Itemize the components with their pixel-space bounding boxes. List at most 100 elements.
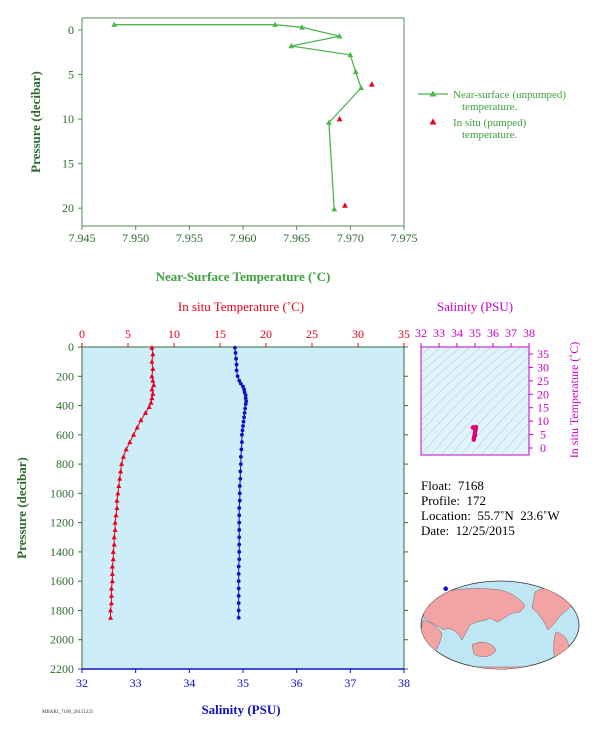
temperature-point bbox=[150, 351, 156, 357]
salinity-point bbox=[237, 378, 242, 383]
temperature-point bbox=[114, 505, 120, 510]
top-y-axis-label: Pressure (decibar) bbox=[28, 71, 43, 173]
temperature-point bbox=[110, 556, 116, 562]
ts-right-tick-label: 20 bbox=[537, 387, 549, 401]
insitu-pumped-point bbox=[368, 81, 375, 87]
profile-plot: 0200400600800100012001400160018002000220… bbox=[14, 299, 410, 717]
temperature-point bbox=[108, 600, 114, 606]
temperature-point bbox=[117, 475, 123, 481]
density-contour bbox=[500, 422, 529, 455]
temperature-point bbox=[110, 549, 116, 554]
salinity-point bbox=[237, 513, 242, 518]
profile-y-tick-label: 1200 bbox=[50, 516, 74, 530]
salinity-point bbox=[238, 469, 243, 474]
temperature-point bbox=[134, 424, 140, 430]
salinity-point bbox=[243, 402, 248, 406]
top-x-tick-label: 7.960 bbox=[230, 231, 257, 245]
density-contour bbox=[421, 347, 492, 411]
temperature-point bbox=[123, 446, 129, 452]
profile-y-tick-label: 0 bbox=[68, 340, 74, 354]
ts-point bbox=[472, 432, 478, 438]
ts-density-contours bbox=[421, 347, 529, 455]
profile-y-tick-label: 1400 bbox=[50, 545, 74, 559]
ts-right-tick-label: 35 bbox=[537, 347, 549, 361]
salinity-point bbox=[238, 462, 243, 466]
profile-top-tick-label: 20 bbox=[260, 327, 272, 341]
salinity-point bbox=[241, 384, 245, 389]
top-x-tick-label: 7.955 bbox=[176, 231, 203, 245]
ts-right-tick-label: 5 bbox=[540, 428, 546, 442]
density-contour bbox=[421, 347, 472, 392]
temperature-point bbox=[109, 571, 115, 576]
top-x-tick-label: 7.950 bbox=[122, 231, 149, 245]
near-surface-point bbox=[299, 24, 305, 30]
top-x-tick-label: 7.970 bbox=[337, 231, 364, 245]
salinity-point bbox=[234, 368, 239, 373]
temperature-point bbox=[112, 519, 118, 525]
legend-marker-near-surface bbox=[429, 90, 437, 97]
salinity-point bbox=[241, 424, 245, 428]
salinity-point bbox=[236, 615, 241, 620]
salinity-point bbox=[242, 410, 247, 415]
near-surface-point bbox=[111, 21, 118, 27]
salinity-point bbox=[243, 406, 248, 411]
near-surface-point bbox=[288, 42, 295, 49]
salinity-point bbox=[238, 454, 243, 459]
profile-y-tick-label: 200 bbox=[56, 369, 74, 383]
salinity-point bbox=[237, 498, 242, 503]
profile-top-tick-label: 10 bbox=[168, 327, 180, 341]
legend-label-near-surface-1: Near-surface (unpumped) bbox=[453, 89, 566, 101]
top-x-axis-label: Near-Surface Temperature (˚C) bbox=[156, 269, 331, 284]
temperature-point bbox=[142, 410, 148, 415]
salinity-point bbox=[239, 447, 244, 452]
near-surface-plot: 7.945 7.950 7.955 7.960 7.965 7.970 7.975 0 5 10… bbox=[28, 17, 418, 284]
top-y-ticks: 0 5 10 15 20 bbox=[62, 23, 82, 215]
ts-top-axis-label: Salinity (PSU) bbox=[437, 299, 513, 314]
legend-label-near-surface-2: temperature. bbox=[462, 101, 518, 113]
temperature-point bbox=[149, 358, 155, 364]
temperature-point bbox=[138, 417, 144, 423]
insitu-pumped-point bbox=[342, 202, 348, 208]
location: Location: 55.7˚N 23.6˚W bbox=[421, 508, 560, 523]
profile-plot-background bbox=[81, 346, 405, 670]
temperature-point bbox=[151, 382, 157, 388]
salinity-point bbox=[237, 520, 242, 525]
salinity-point bbox=[238, 476, 243, 481]
profile-number: Profile: 172 bbox=[421, 493, 486, 508]
profile-bottom-tick-label: 33 bbox=[130, 676, 142, 690]
land-australia bbox=[471, 642, 497, 657]
ts-top-tick-label: 35 bbox=[469, 326, 481, 340]
salinity-point bbox=[237, 506, 242, 510]
salinity-point bbox=[237, 491, 242, 496]
map-float-marker bbox=[443, 586, 449, 591]
profile-bottom-tick-label: 32 bbox=[76, 676, 88, 690]
profile-top-tick-label: 0 bbox=[79, 327, 85, 341]
profile-top-axis-label: In situ Temperature (˚C) bbox=[178, 299, 304, 314]
ts-right-axis-label: In situ Temperature (˚C) bbox=[567, 342, 581, 459]
ts-right-tick-label: 0 bbox=[540, 441, 546, 455]
date: Date: 12/25/2015 bbox=[421, 523, 515, 538]
top-y-tick-label: 20 bbox=[62, 201, 74, 215]
temperature-point bbox=[127, 439, 133, 445]
salinity-point bbox=[237, 542, 242, 547]
temperature-point bbox=[111, 541, 117, 547]
ts-right-tick-label: 30 bbox=[537, 360, 549, 374]
density-contour bbox=[440, 365, 529, 455]
salinity-point bbox=[242, 415, 246, 420]
profile-bottom-tick-label: 36 bbox=[291, 676, 303, 690]
temperature-point bbox=[118, 468, 124, 474]
density-contour bbox=[421, 347, 442, 365]
temperature-point bbox=[108, 593, 114, 598]
salinity-point bbox=[237, 535, 242, 540]
temperature-point bbox=[149, 344, 155, 350]
density-contour bbox=[470, 392, 529, 455]
top-x-tick-label: 7.945 bbox=[69, 231, 96, 245]
profile-y-tick-label: 400 bbox=[56, 399, 74, 413]
near-surface-line bbox=[114, 24, 362, 210]
near-surface-point bbox=[331, 205, 338, 212]
legend-label-insitu-2: temperature. bbox=[462, 129, 518, 141]
ts-top-tick-label: 38 bbox=[523, 326, 535, 340]
profile-y-tick-label: 600 bbox=[56, 428, 74, 442]
